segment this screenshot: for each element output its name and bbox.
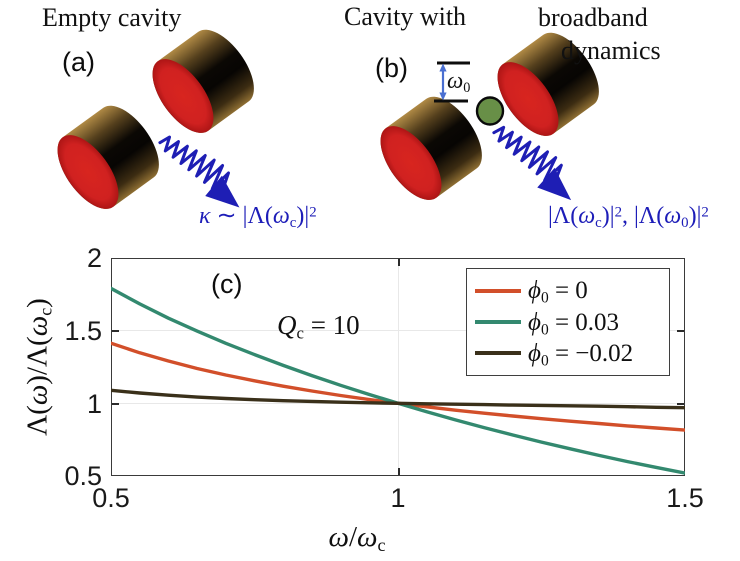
arrow-down-icon	[439, 92, 447, 101]
x-axis-label: ω/ωc	[328, 521, 386, 556]
omega0-label: ω0	[447, 68, 471, 96]
legend-line-sample	[475, 320, 521, 324]
cavity-mirror	[368, 86, 494, 211]
x-tick-label-1: 1	[390, 483, 406, 513]
legend-line-sample	[475, 288, 521, 293]
panel-a-label: (a)	[62, 47, 95, 77]
tick-y1-right	[677, 403, 684, 405]
x-tick-label-1p5: 1.5	[666, 483, 704, 513]
panel-b-title-part2: broadband	[538, 3, 648, 32]
tick-y1-left	[112, 403, 119, 405]
legend-line-sample	[475, 351, 521, 356]
tick-y1p5-right	[677, 330, 684, 332]
legend-label: ϕ0 = 0.03	[528, 308, 620, 338]
cavity-mirror	[140, 19, 266, 144]
y-tick-label-2: 2	[86, 243, 102, 273]
legend-label: ϕ0 = −0.02	[528, 339, 634, 370]
curve-ϕ_0 = −0.02	[111, 388, 685, 410]
atom	[475, 96, 505, 126]
panel-b-label: (b)	[375, 53, 408, 83]
diagram-layer	[45, 19, 611, 220]
legend-row: ϕ0 = 0	[475, 277, 661, 307]
y-tick-label-0p5: 0.5	[64, 461, 102, 491]
x-tick-label-0p5: 0.5	[92, 483, 130, 513]
tick-x1-bottom	[398, 468, 400, 475]
panel-a-title: Empty cavity	[42, 3, 182, 32]
legend: ϕ0 = 0 ϕ0 = 0.03 ϕ0 = −0.02	[466, 268, 670, 376]
cavity-mirror	[45, 95, 171, 220]
panel-b-title-part3: dynamics	[561, 36, 661, 65]
chart-curves	[111, 286, 685, 475]
legend-row: ϕ0 = 0.03	[475, 308, 661, 338]
tick-x1-top	[398, 259, 400, 266]
photon-decay-arrow	[480, 118, 588, 210]
panel-b-title-part1: Cavity with	[344, 2, 467, 31]
y-tick-label-1p5: 1.5	[64, 316, 102, 346]
legend-row: ϕ0 = −0.02	[475, 339, 661, 370]
arrow-up-icon	[439, 63, 447, 72]
lambda-couplings-label: |Λ(ωc)|2, |Λ(ω0)|2	[548, 203, 709, 232]
qc-annotation: Qc = 10	[277, 310, 360, 343]
y-tick-label-1: 1	[86, 389, 102, 419]
kappa-decay-label: κ ∼ |Λ(ωc)|2	[199, 203, 317, 232]
tick-y1p5-left	[112, 330, 119, 332]
two-level-system	[434, 61, 470, 103]
gridline-x-1	[398, 259, 399, 475]
panel-c-label: (c)	[211, 269, 243, 299]
legend-label: ϕ0 = 0	[528, 277, 588, 307]
y-axis-label: Λ(ω)/Λ(ωc)	[21, 298, 56, 436]
